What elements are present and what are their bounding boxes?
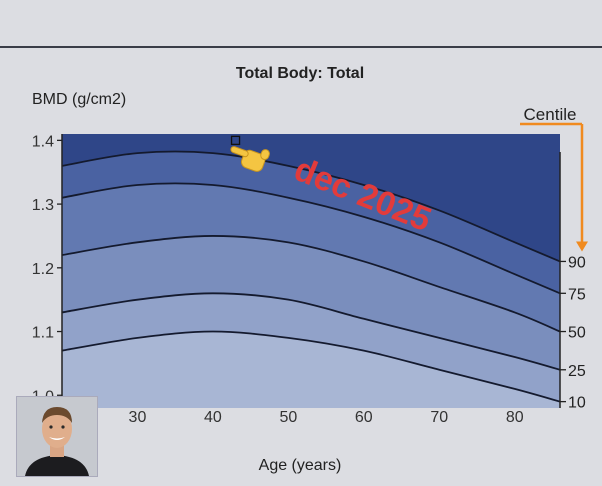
avatar <box>16 396 98 477</box>
measurement-marker <box>230 135 241 146</box>
centile-band <box>62 331 560 408</box>
y-tick-label: 1.1 <box>32 325 54 342</box>
centile-curve <box>62 182 560 295</box>
centile-curves <box>62 150 560 403</box>
centile-tick-label: 10 <box>568 395 586 412</box>
y-axis-ticks: 1.01.11.21.31.4 <box>32 133 62 405</box>
centile-band <box>62 293 560 402</box>
x-tick-label: 50 <box>279 409 297 426</box>
centile-tick-label: 25 <box>568 363 586 380</box>
centile-arrow <box>520 122 588 252</box>
y-tick-label: 1.3 <box>32 197 54 214</box>
centile-labels: 10 25 50 75 90 <box>560 254 586 412</box>
header-rule <box>0 46 602 48</box>
y-tick-label: 1.2 <box>32 261 54 278</box>
x-tick-label: 30 <box>129 409 147 426</box>
centile-band <box>62 134 560 262</box>
y-tick-label: 1.4 <box>32 133 54 150</box>
centile-band <box>62 183 560 332</box>
x-tick-label: 40 <box>204 409 222 426</box>
centile-label: Centile <box>524 105 577 124</box>
x-tick-label: 60 <box>355 409 373 426</box>
centile-tick-label: 50 <box>568 325 586 342</box>
chart-title: Total Body: Total <box>236 65 364 82</box>
measurement-point <box>230 135 241 146</box>
centile-curve <box>62 150 560 263</box>
x-axis-label: Age (years) <box>259 457 342 474</box>
plot-frame <box>61 134 561 408</box>
centile-tick-label: 90 <box>568 254 586 271</box>
x-tick-label: 80 <box>506 409 524 426</box>
centile-tick-label: 75 <box>568 286 586 303</box>
pointing-hand-icon <box>230 146 270 172</box>
x-axis-ticks: 30 40 50 60 70 80 <box>129 409 524 426</box>
x-tick-label: 70 <box>430 409 448 426</box>
centile-curve <box>62 330 560 403</box>
y-axis-label: BMD (g/cm2) <box>32 91 126 108</box>
centile-curve <box>62 292 560 371</box>
centile-curve <box>62 235 560 333</box>
centile-band <box>62 151 560 294</box>
